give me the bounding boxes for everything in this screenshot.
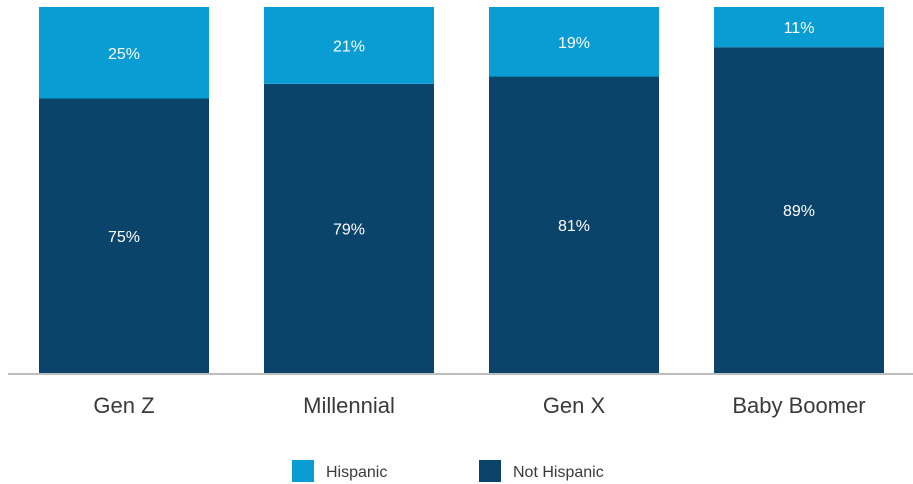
- legend-swatch-hispanic: [292, 460, 314, 482]
- bar-gen-z-hispanic: [39, 7, 209, 99]
- category-labels: Gen Z Millennial Gen X Baby Boomer: [93, 393, 865, 418]
- data-label-gen-x-not-hispanic: 81%: [558, 218, 590, 235]
- data-label-millennial-hispanic: 21%: [333, 38, 365, 55]
- data-label-gen-x-hispanic: 19%: [558, 35, 590, 52]
- bar-gen-x-hispanic: [489, 7, 659, 77]
- data-label-gen-z-hispanic: 25%: [108, 46, 140, 63]
- data-label-baby-boomer-not-hispanic: 89%: [783, 203, 815, 220]
- bar-baby-boomer-hispanic: [714, 7, 884, 48]
- legend: Hispanic Not Hispanic: [292, 460, 604, 482]
- category-label-millennial: Millennial: [303, 393, 395, 418]
- category-label-gen-z: Gen Z: [93, 393, 154, 418]
- data-label-gen-z-not-hispanic: 75%: [108, 229, 140, 246]
- legend-swatch-not-hispanic: [479, 460, 501, 482]
- bar-millennial-not-hispanic: [264, 83, 434, 374]
- legend-label-not-hispanic: Not Hispanic: [513, 464, 604, 481]
- bar-gen-x-not-hispanic: [489, 76, 659, 373]
- bars-group: 75% 25% 79% 21% 81% 19% 89% 11%: [39, 7, 884, 374]
- category-label-baby-boomer: Baby Boomer: [732, 393, 865, 418]
- data-label-millennial-not-hispanic: 79%: [333, 221, 365, 238]
- category-label-gen-x: Gen X: [543, 393, 606, 418]
- data-label-baby-boomer-hispanic: 11%: [784, 20, 815, 37]
- bar-baby-boomer-not-hispanic: [714, 47, 884, 373]
- legend-label-hispanic: Hispanic: [326, 464, 387, 481]
- bar-gen-z-not-hispanic: [39, 98, 209, 373]
- bar-millennial-hispanic: [264, 7, 434, 84]
